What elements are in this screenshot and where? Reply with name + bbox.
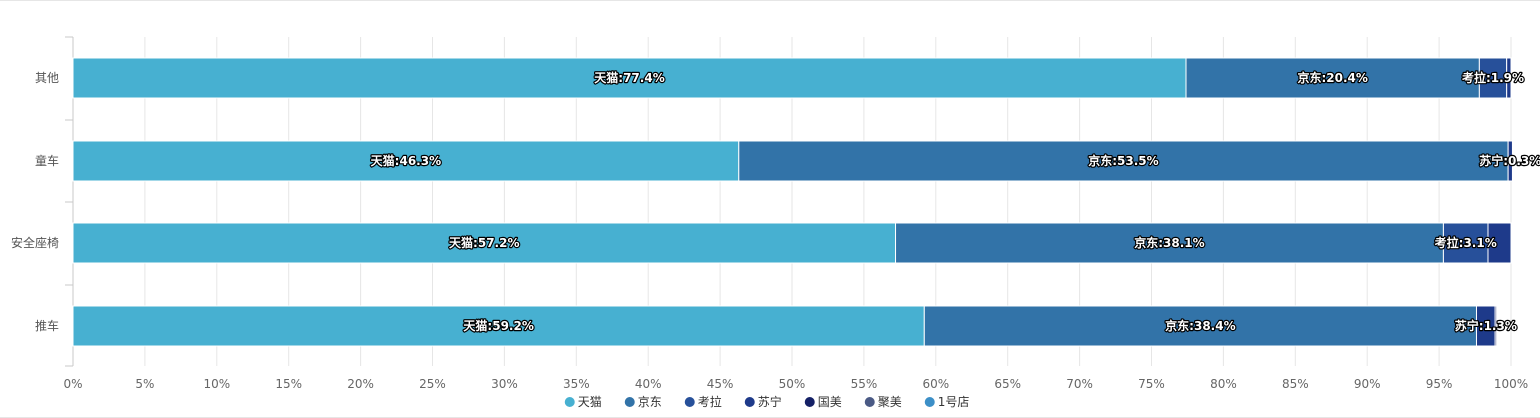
y-category-label: 其他: [35, 71, 59, 85]
x-tick-label: 55%: [851, 377, 878, 391]
bar-segment[interactable]: [1442, 222, 1489, 264]
legend-item[interactable]: 京东: [624, 395, 662, 409]
legend-marker: [924, 397, 935, 407]
legend-label: 1号店: [938, 395, 970, 409]
legend-item[interactable]: 国美: [804, 395, 842, 409]
data-label-halo: 京东:20.4%: [1297, 70, 1367, 85]
y-category-label: 童车: [35, 153, 59, 168]
x-tick-label: 30%: [491, 377, 518, 391]
data-label-halo: 京东:38.4%: [1165, 318, 1235, 333]
x-tick-label: 20%: [347, 377, 374, 391]
legend-label: 国美: [818, 395, 842, 409]
y-category-label: 推车: [35, 318, 59, 333]
bar-segment[interactable]: [1494, 305, 1498, 347]
x-tick-label: 35%: [563, 377, 590, 391]
top-divider: [0, 0, 1540, 1]
x-tick-label: 40%: [635, 377, 662, 391]
x-tick-label: 50%: [779, 377, 806, 391]
x-tick-label: 45%: [707, 377, 734, 391]
legend[interactable]: 天猫 京东 考拉 苏宁 国美 聚美 1号店: [564, 394, 970, 409]
data-label-halo: 京东:38.1%: [1134, 235, 1204, 250]
data-label-halo: 天猫:57.2%: [449, 235, 519, 250]
x-tick-label: 85%: [1282, 377, 1309, 391]
data-label-halo: 考拉:3.1%: [1435, 235, 1497, 250]
data-label: 京东:53.5%: [1088, 153, 1158, 168]
axis-layer: 0% 5% 10% 15% 20% 25% 30% 35% 40% 45% 50% 55% 60% 65%…: [11, 36, 1528, 391]
bar-segment[interactable]: [1506, 57, 1512, 99]
data-label-halo: 天猫:46.3%: [371, 153, 441, 168]
legend-item[interactable]: 聚美: [864, 395, 902, 409]
legend-marker: [564, 397, 575, 407]
x-tick-label: 75%: [1138, 377, 1165, 391]
legend-item[interactable]: 1号店: [924, 395, 970, 409]
x-tick-label: 65%: [994, 377, 1021, 391]
bars-layer: [72, 57, 1513, 347]
legend-label: 天猫: [578, 395, 602, 409]
data-label: 京东:38.1%: [1134, 235, 1204, 250]
data-label-halo: 京东:53.5%: [1088, 153, 1158, 168]
x-tick-label: 60%: [922, 377, 949, 391]
bar-segment[interactable]: [1478, 57, 1508, 99]
legend-marker: [864, 397, 875, 407]
data-label: 天猫:77.4%: [594, 70, 664, 85]
legend-marker: [684, 397, 695, 407]
x-tick-label: 15%: [275, 377, 302, 391]
data-label-halo: 天猫:77.4%: [594, 70, 664, 85]
legend-marker: [624, 397, 635, 407]
data-label: 天猫:59.2%: [463, 318, 533, 333]
legend-item[interactable]: 天猫: [564, 395, 602, 409]
y-category-label: 安全座椅: [11, 235, 59, 250]
x-tick-label: 25%: [419, 377, 446, 391]
legend-marker: [744, 397, 755, 407]
x-tick-label: 70%: [1066, 377, 1093, 391]
data-label-halo: 苏宁:1.3%: [1455, 318, 1517, 333]
data-label: 考拉:1.9%: [1462, 70, 1524, 85]
data-label: 考拉:3.1%: [1435, 235, 1497, 250]
legend-item[interactable]: 苏宁: [744, 394, 782, 409]
data-label: 京东:20.4%: [1297, 70, 1367, 85]
bar-segment[interactable]: [72, 140, 740, 182]
bar-segment[interactable]: [738, 140, 1509, 182]
x-tick-label: 95%: [1426, 377, 1453, 391]
data-label-halo: 考拉:1.9%: [1462, 70, 1524, 85]
data-label: 天猫:57.2%: [449, 235, 519, 250]
legend-label: 京东: [638, 395, 662, 409]
x-tick-label: 80%: [1210, 377, 1237, 391]
x-tick-label: 5%: [135, 377, 154, 391]
x-tick-label: 0%: [63, 377, 82, 391]
bar-segment[interactable]: [895, 222, 1444, 264]
data-label-halo: 天猫:59.2%: [463, 318, 533, 333]
data-labels-layer: 天猫:77.4%天猫:77.4% 京东:20.4%京东:20.4% 考拉:1.9%考…: [369, 69, 1540, 334]
legend-item[interactable]: 考拉: [684, 394, 722, 409]
data-label: 天猫:46.3%: [371, 153, 441, 168]
bar-segment[interactable]: [1487, 222, 1512, 264]
x-tick-label: 100%: [1494, 377, 1528, 391]
data-label: 苏宁:1.3%: [1455, 318, 1517, 333]
legend-marker: [804, 397, 815, 407]
x-tick-label: 10%: [203, 377, 230, 391]
legend-label: 考拉: [698, 394, 722, 409]
data-label: 京东:38.4%: [1165, 318, 1235, 333]
bar-segment[interactable]: [72, 222, 897, 264]
x-tick-label: 90%: [1354, 377, 1381, 391]
legend-label: 苏宁: [758, 394, 782, 409]
bar-segment[interactable]: [923, 305, 1477, 347]
data-label-halo: 苏宁:0.3%: [1479, 153, 1540, 168]
bar-segment[interactable]: [1507, 140, 1513, 182]
data-label: 苏宁:0.3%: [1479, 153, 1540, 168]
legend-label: 聚美: [878, 395, 902, 409]
